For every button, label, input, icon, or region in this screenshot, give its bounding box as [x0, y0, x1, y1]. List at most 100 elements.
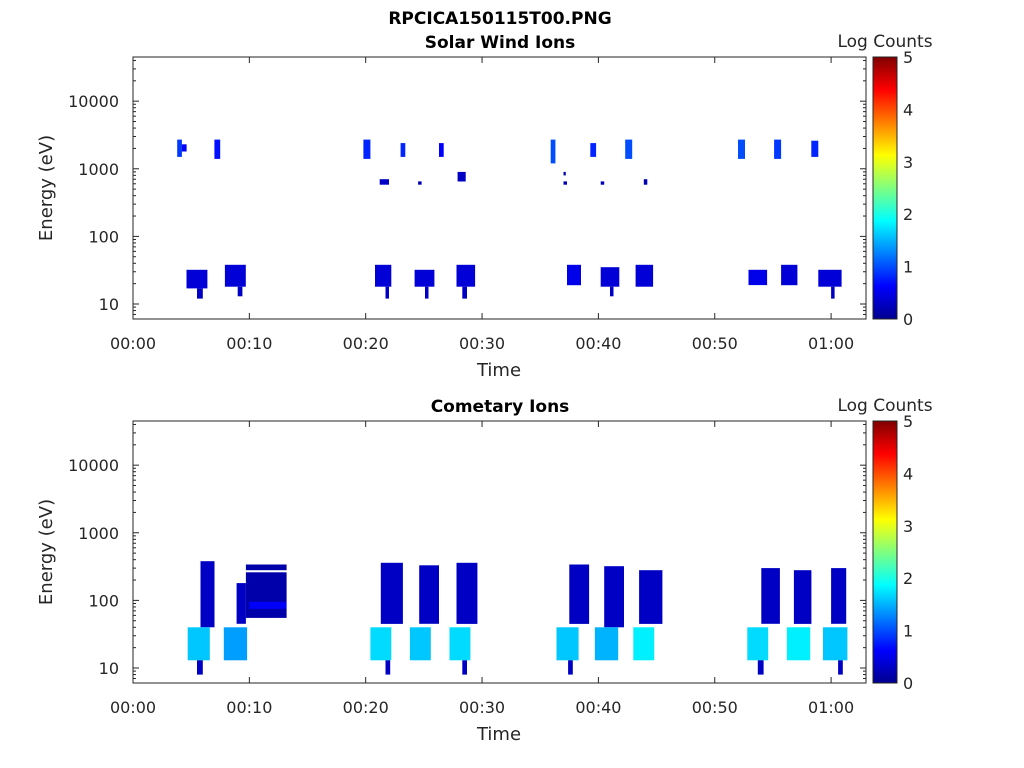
- x-tick-labels: 00:00 00:10 00:20 00:30 00:40 00:50 01:00: [110, 57, 854, 353]
- spectrogram-cell: [639, 570, 663, 624]
- x-axis-label: Time: [476, 360, 521, 381]
- spectrogram-cell: [245, 572, 287, 618]
- spectrogram-cell: [249, 601, 287, 609]
- y-tick-label: 10000: [68, 456, 119, 475]
- spectrogram-cell: [370, 627, 392, 661]
- colorbar-tick-label: 2: [903, 569, 913, 588]
- spectrogram-cell: [224, 264, 246, 287]
- y-tick-labels: 10 100 1000 10000: [68, 423, 866, 684]
- spectrogram-cell: [187, 627, 210, 661]
- spectrogram-cell: [456, 562, 478, 624]
- spectrogram-cell: [449, 627, 471, 661]
- spectrogram-cell: [418, 181, 422, 185]
- colorbar-label: Log Counts: [837, 396, 932, 416]
- spectrogram-cell: [643, 179, 648, 185]
- spectrogram-cell: [635, 264, 654, 287]
- spectrogram-cell: [556, 627, 579, 661]
- colorbar-tick-label: 3: [903, 153, 913, 172]
- x-tick-labels: 00:00 00:10 00:20 00:30 00:40 00:50 01:00: [110, 421, 854, 717]
- spectrogram-cell: [633, 627, 655, 661]
- spectrogram-cell: [237, 286, 243, 297]
- spectrogram-cell: [385, 660, 391, 675]
- spectrogram-cell: [748, 269, 768, 286]
- spectrogram-cell: [590, 143, 597, 157]
- x-tick-label: 00:00: [110, 698, 156, 717]
- spectrogram-cell: [186, 269, 208, 289]
- figure-title: RPCICA150115T00.PNG: [388, 9, 611, 29]
- spectrogram-cell: [462, 286, 467, 299]
- spectrogram-cell: [462, 660, 467, 675]
- x-tick-label: 00:10: [226, 698, 272, 717]
- colorbar-tick-labels: 0 1 2 3 4 5: [903, 412, 913, 693]
- spectrogram-cell: [604, 566, 624, 628]
- colorbar: [872, 56, 898, 320]
- x-tick-label: 00:40: [575, 334, 621, 353]
- spectrogram-cell: [245, 564, 287, 571]
- spectrogram-cell: [838, 660, 843, 675]
- spectrogram-cell: [409, 627, 431, 661]
- spectrogram-cell: [569, 564, 590, 624]
- spectrogram-cell: [600, 181, 605, 185]
- spectrogram-cell: [425, 286, 429, 299]
- colorbar-tick-label: 0: [903, 310, 913, 329]
- spectrogram-cell: [831, 286, 835, 299]
- colorbar-tick-labels: 0 1 2 3 4 5: [903, 48, 913, 329]
- x-tick-label: 00:50: [692, 698, 738, 717]
- spectrogram-cell: [236, 583, 246, 624]
- colorbar-tick-label: 4: [903, 464, 913, 483]
- spectrogram-cell: [197, 288, 203, 299]
- spectrogram-cells: [177, 139, 842, 299]
- x-tick-label: 00:20: [343, 698, 389, 717]
- colorbar: [872, 420, 898, 684]
- plot-frame: [132, 420, 867, 684]
- spectrogram-cell: [757, 660, 764, 675]
- colorbar-tick-label: 5: [903, 412, 913, 431]
- x-tick-label: 01:00: [808, 698, 854, 717]
- y-tick-label: 10: [99, 295, 119, 314]
- spectrogram-cell: [177, 139, 182, 157]
- spectrogram-cell: [419, 565, 439, 624]
- spectrogram-cells: [187, 561, 848, 675]
- spectrogram-cell: [567, 264, 581, 286]
- spectrogram-cell: [738, 139, 745, 159]
- spectrogram-cell: [400, 143, 406, 157]
- y-tick-label: 1000: [78, 524, 119, 543]
- spectrogram-cell: [363, 139, 371, 159]
- plot-frame: [132, 56, 867, 320]
- x-tick-label: 01:00: [808, 334, 854, 353]
- y-tick-label: 1000: [78, 160, 119, 179]
- spectrogram-cell: [786, 627, 811, 661]
- spectrogram-cell: [568, 660, 573, 675]
- spectrogram-cell: [380, 562, 403, 624]
- y-axis-label: Energy (eV): [36, 499, 57, 605]
- colorbar-label: Log Counts: [837, 32, 932, 52]
- spectrogram-cell: [223, 627, 248, 661]
- panel-title: Cometary Ions: [431, 397, 570, 417]
- x-tick-label: 00:10: [226, 334, 272, 353]
- x-tick-label: 00:30: [459, 334, 505, 353]
- x-axis-label: Time: [476, 724, 521, 745]
- spectrogram-cell: [747, 627, 769, 661]
- x-tick-label: 00:50: [692, 334, 738, 353]
- spectrogram-cell: [600, 267, 620, 287]
- y-axis-label: Energy (eV): [36, 135, 57, 241]
- y-tick-label: 10: [99, 659, 119, 678]
- colorbar-tick-label: 1: [903, 258, 913, 277]
- y-tick-label: 100: [88, 227, 119, 246]
- spectrogram-cell: [563, 171, 566, 176]
- spectrogram-cell: [456, 264, 476, 287]
- panel-solar-wind-ions: Solar Wind Ions 00:00 00:10 00:20 00:30 00:4…: [36, 32, 933, 381]
- spectrogram-cell: [181, 144, 187, 152]
- spectrogram-cell: [385, 286, 389, 299]
- spectrogram-cell: [831, 568, 847, 624]
- panel-cometary-ions: Cometary Ions 00:00 00:10 00:20 00:30 00:40 0…: [36, 396, 933, 745]
- spectrogram-cell: [818, 269, 842, 287]
- spectrogram-cell: [793, 570, 812, 624]
- y-tick-labels: 10 100 1000 10000: [68, 59, 866, 320]
- y-tick-label: 100: [88, 591, 119, 610]
- y-tick-label: 10000: [68, 92, 119, 111]
- spectrogram-cell: [625, 139, 633, 159]
- spectrogram-cell: [414, 269, 435, 287]
- colorbar-tick-label: 2: [903, 205, 913, 224]
